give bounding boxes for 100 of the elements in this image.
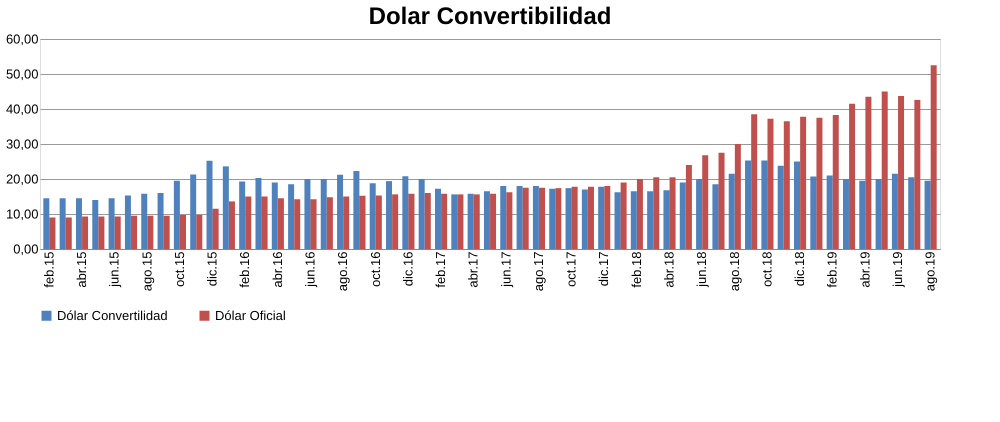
bar [98,216,104,249]
bar [457,194,464,249]
x-tick-label: abr.18 [662,252,677,288]
x-tick-label: ago.15 [139,252,154,292]
x-tick-label: dic.17 [596,252,612,286]
bar [908,177,914,249]
y-tick-label: 60,00 [6,32,38,46]
bar [82,216,88,249]
bar [696,179,702,249]
x-tick-label: oct.18 [759,252,774,287]
x-tick-label: dic.16 [400,252,416,286]
x-tick-label: jun.19 [890,252,905,288]
x-tick-label: jun.18 [694,252,710,288]
bar [392,194,398,249]
bar [653,177,660,249]
bar [663,190,670,249]
bar [539,188,546,249]
x-tick-label: abr.16 [270,252,285,288]
y-tick-label: 50,00 [6,66,38,82]
bar [278,198,284,249]
bar [228,201,235,249]
x-tick-label: ago.17 [530,252,546,292]
bar [882,92,888,249]
bar [522,188,529,249]
bar [620,182,627,249]
bar [604,186,610,249]
bar [794,162,800,249]
bar [262,196,268,249]
bar [147,216,154,249]
bar [484,191,490,249]
bar [310,199,317,249]
x-tick-label: feb.19 [824,252,840,288]
y-tick-label: 30,00 [6,136,38,152]
bar [767,118,774,249]
bar [532,186,539,249]
x-tick-label: abr.15 [74,252,90,288]
bar [92,200,98,249]
x-tick-label: jun.16 [302,252,318,288]
bar [288,184,294,249]
bar [849,104,856,249]
bar [49,218,56,249]
bar [778,166,784,249]
bar [206,160,213,249]
bar [441,194,448,249]
x-tick-label: oct.15 [172,252,187,287]
bar [572,186,578,249]
bar [434,188,441,249]
bar [647,191,654,249]
bar [680,182,686,249]
y-tick-label: 0,00 [13,242,38,256]
bar [784,121,790,249]
bar [451,194,458,249]
y-tick-label: 20,00 [6,172,38,186]
bar [670,177,676,249]
bar [702,155,708,249]
bar [418,179,425,249]
bar [239,181,246,249]
x-tick-label: feb.15 [41,252,56,288]
bar [832,114,839,249]
bar [255,178,262,249]
x-tick-label: oct.17 [564,252,579,287]
bar [734,144,741,249]
bar [468,194,474,249]
x-tick-label: dic.15 [204,252,220,286]
bar [408,194,414,249]
bar [304,179,310,249]
bar [474,194,480,249]
bar [930,65,937,249]
bar [555,188,562,249]
bar [196,215,202,249]
bar [164,216,170,249]
bar [114,216,121,249]
x-tick-label: feb.17 [433,252,448,288]
bar [326,197,333,249]
bar [914,100,920,249]
bar [816,118,822,249]
bar [60,198,66,249]
bar [859,180,866,249]
bar [898,96,904,249]
bar [343,196,350,249]
bar [718,152,725,249]
bar [272,182,278,249]
bar [686,165,692,249]
bar [924,180,931,249]
x-tick-label: dic.18 [792,252,808,286]
bar [630,191,637,249]
bar [294,199,300,249]
bar [124,195,131,249]
bar [158,193,164,249]
chart-title: Dolar Convertibilidad [368,3,612,30]
bar [337,174,344,249]
bar [180,215,186,249]
y-tick-label: 10,00 [6,206,38,222]
bar [108,198,115,249]
x-tick-label: abr.17 [466,252,481,288]
x-tick-label: jun.15 [106,252,122,288]
bar [245,196,252,249]
bar [500,186,506,249]
bar [516,186,523,249]
bar [582,190,588,249]
